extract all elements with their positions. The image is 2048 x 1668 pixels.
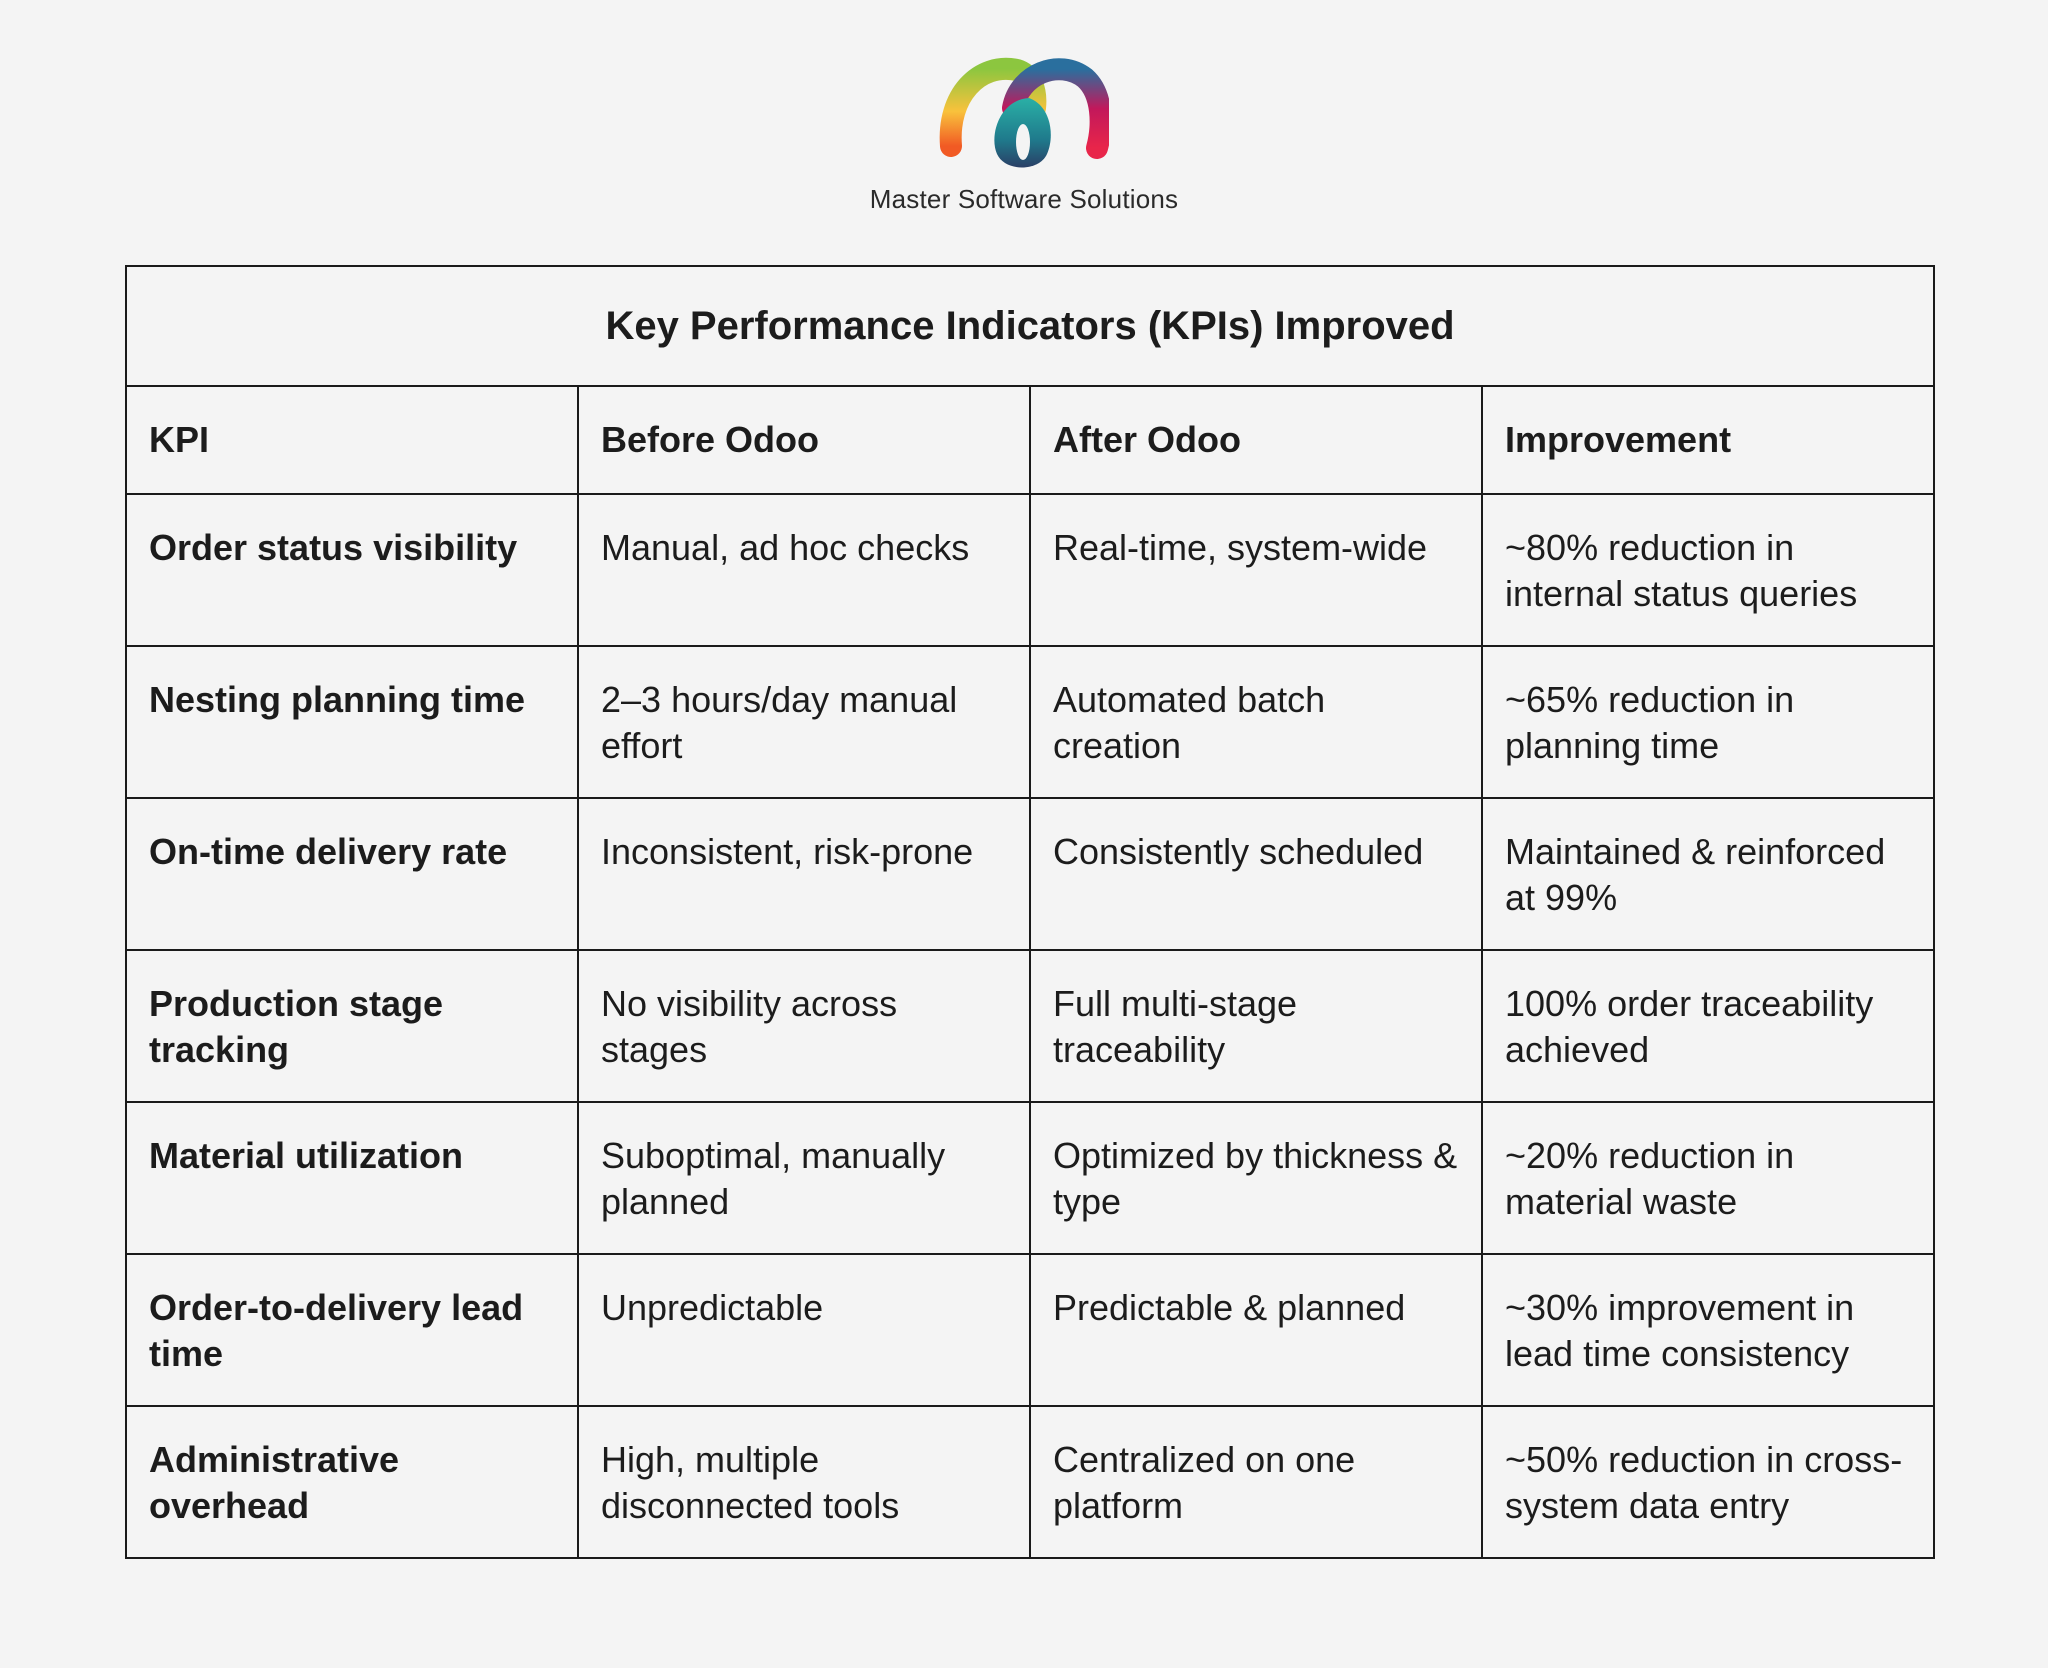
kpi-cell: Nesting planning time	[125, 645, 579, 799]
header-before: Before Odoo	[577, 385, 1031, 495]
improvement-cell: ~65% reduction in planning time	[1480, 645, 1936, 799]
after-cell: Predictable & planned	[1029, 1253, 1483, 1407]
before-cell: Unpredictable	[577, 1253, 1031, 1407]
improvement-cell: Maintained & reinforced at 99%	[1480, 797, 1936, 951]
before-cell: 2–3 hours/day manual effort	[577, 645, 1031, 799]
brand-header: Master Software Solutions	[0, 56, 2048, 215]
table-row: On-time delivery rate Inconsistent, risk…	[125, 797, 1936, 951]
table-title: Key Performance Indicators (KPIs) Improv…	[124, 265, 1936, 387]
after-cell: Real-time, system-wide	[1029, 493, 1483, 647]
after-cell: Automated batch creation	[1029, 645, 1483, 799]
after-cell: Centralized on one platform	[1029, 1405, 1483, 1559]
after-cell: Optimized by thickness & type	[1029, 1101, 1483, 1255]
improvement-cell: ~20% reduction in material waste	[1480, 1101, 1936, 1255]
improvement-cell: 100% order traceability achieved	[1480, 949, 1936, 1103]
kpi-cell: Production stage tracking	[125, 949, 579, 1103]
improvement-cell: ~30% improvement in lead time consistenc…	[1480, 1253, 1936, 1407]
kpi-cell: On-time delivery rate	[125, 797, 579, 951]
after-cell: Consistently scheduled	[1029, 797, 1483, 951]
kpi-cell: Administrative overhead	[125, 1405, 579, 1559]
table-row: Material utilization Suboptimal, manuall…	[125, 1101, 1936, 1255]
header-kpi: KPI	[125, 385, 579, 495]
kpi-cell: Material utilization	[125, 1101, 579, 1255]
before-cell: No visibility across stages	[577, 949, 1031, 1103]
table-row: Order status visibility Manual, ad hoc c…	[125, 493, 1936, 647]
brand-name: Master Software Solutions	[869, 184, 1179, 214]
table-row: Production stage tracking No visibility …	[125, 949, 1936, 1103]
before-cell: Inconsistent, risk-prone	[577, 797, 1031, 951]
header-after: After Odoo	[1029, 385, 1483, 495]
kpi-table: Key Performance Indicators (KPIs) Improv…	[124, 265, 1936, 1559]
improvement-cell: ~50% reduction in cross-system data entr…	[1480, 1405, 1936, 1559]
header-improvement: Improvement	[1480, 385, 1936, 495]
kpi-cell: Order status visibility	[125, 493, 579, 647]
kpi-cell: Order-to-delivery lead time	[125, 1253, 579, 1407]
before-cell: High, multiple disconnected tools	[577, 1405, 1031, 1559]
table-row: Order-to-delivery lead time Unpredictabl…	[125, 1253, 1936, 1407]
header-row: KPI Before Odoo After Odoo Improvement	[125, 385, 1936, 495]
rainbow-loop-logo-icon	[939, 57, 1109, 168]
before-cell: Suboptimal, manually planned	[577, 1101, 1031, 1255]
table-row: Nesting planning time 2–3 hours/day manu…	[125, 645, 1936, 799]
before-cell: Manual, ad hoc checks	[577, 493, 1031, 647]
improvement-cell: ~80% reduction in internal status querie…	[1480, 493, 1936, 647]
table-row: Administrative overhead High, multiple d…	[125, 1405, 1936, 1559]
after-cell: Full multi-stage traceability	[1029, 949, 1483, 1103]
